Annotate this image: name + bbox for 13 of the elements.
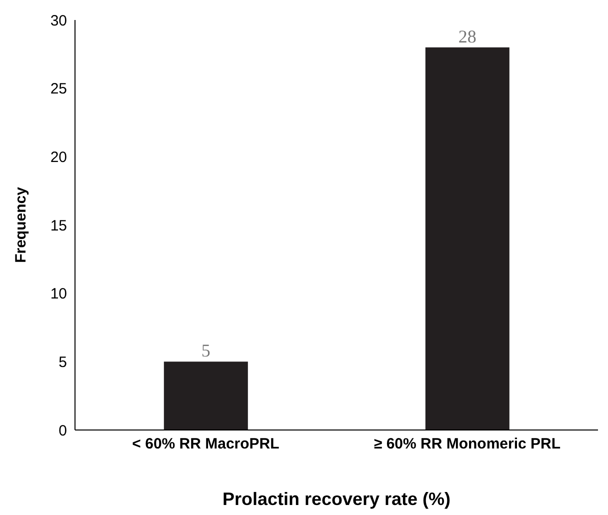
y-axis-title: Frequency [12,186,30,263]
y-tick-label: 10 [50,286,67,303]
data-label: 28 [458,26,476,46]
x-tick-label: ≥ 60% RR Monomeric PRL [374,436,561,453]
data-label: 5 [201,340,210,361]
y-tick-label: 25 [50,80,67,98]
y-tick-label: 30 [50,12,67,30]
y-tick-label: 5 [58,354,67,371]
x-axis-title: Prolactin recovery rate (%) [222,489,451,509]
x-tick-label: < 60% RR MacroPRL [132,436,280,453]
y-tick-label: 20 [50,148,67,166]
y-tick-label: 0 [58,422,67,440]
y-tick-label: 15 [50,217,67,234]
